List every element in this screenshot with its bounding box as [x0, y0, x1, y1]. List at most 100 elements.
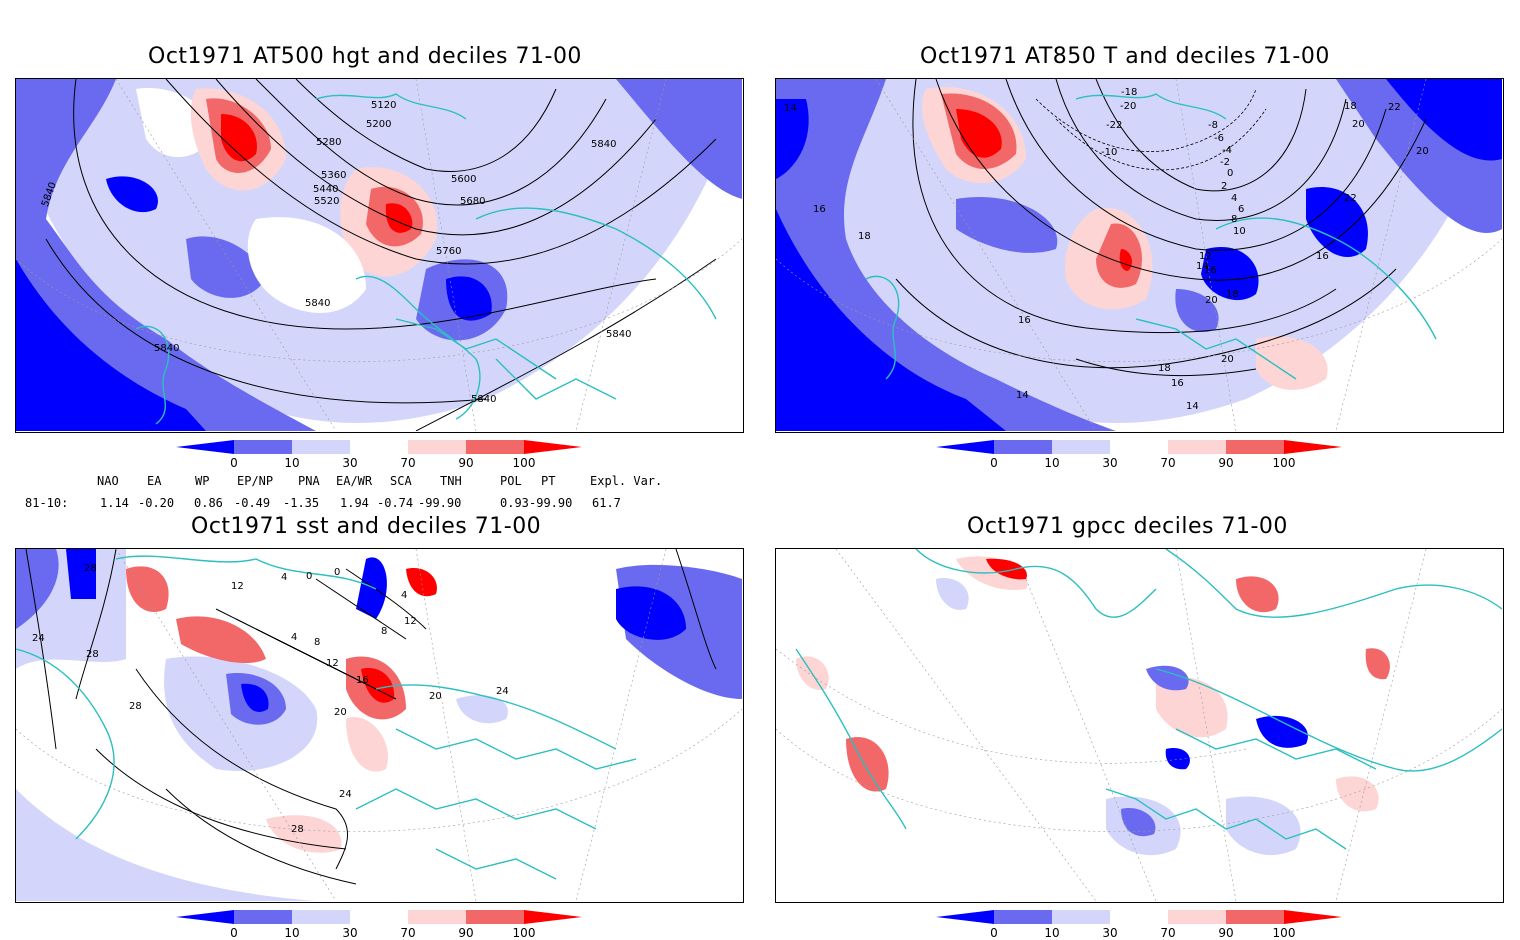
colorbar-svg: 0 10 30 70 90 100 — [936, 440, 1342, 470]
colorbar-swatch — [350, 440, 408, 454]
contour-label: -4 — [1222, 145, 1232, 156]
contour-label: 16 — [1171, 378, 1184, 389]
contour-label: 4 — [281, 572, 287, 583]
contour-label: 4 — [401, 590, 407, 601]
contour-label: 16 — [1018, 315, 1031, 326]
contour-label: 0 — [334, 567, 340, 578]
colorbar-tick-label: 100 — [1273, 456, 1296, 470]
contour-label: 20 — [429, 691, 442, 702]
colorbar-swatch — [292, 440, 350, 454]
contour-label: 16 — [1204, 265, 1217, 276]
contour-label: 12 — [326, 658, 339, 669]
index-value-eawr: 1.94 — [340, 496, 369, 510]
contour-label: 24 — [496, 686, 509, 697]
contour-label: 5200 — [366, 119, 391, 130]
index-value-nao: 1.14 — [100, 496, 129, 510]
contour-label: 6 — [1238, 204, 1244, 215]
colorbar-tick-label: 70 — [1160, 926, 1175, 940]
colorbar-t850: 0 10 30 70 90 100 — [936, 440, 1346, 470]
index-header: WP — [195, 474, 210, 488]
map-gpcc — [776, 549, 1502, 901]
panel-title-hgt500: Oct1971 AT500 hgt and deciles 71-00 — [148, 44, 582, 69]
colorbar-swatch — [408, 910, 466, 924]
colorbar-swatch — [1110, 910, 1168, 924]
colorbar-swatch — [176, 910, 234, 924]
map-sst: 28 24 28 28 12 4 0 0 4 8 12 16 20 24 20 … — [16, 549, 742, 901]
colorbar-swatch — [936, 910, 994, 924]
colorbar-tick-label: 30 — [342, 456, 357, 470]
contour-label: 5360 — [321, 170, 346, 181]
contour-label: 12 — [1199, 251, 1212, 262]
colorbar-swatch — [176, 440, 234, 454]
colorbar-swatch — [1110, 440, 1168, 454]
colorbar-swatch — [1052, 440, 1110, 454]
contour-label: 28 — [86, 649, 99, 660]
index-value-sca: -0.74 — [377, 496, 414, 510]
contour-label: 24 — [339, 789, 352, 800]
contour-label: 18 — [1158, 363, 1171, 374]
contour-label: -6 — [1214, 133, 1224, 144]
colorbar-tick-label: 90 — [458, 926, 473, 940]
contour-label: 14 — [1186, 401, 1199, 412]
index-value-ea: -0.20 — [138, 496, 175, 510]
map-panel-hgt500: 5120 5200 5280 5360 5440 5520 5600 5680 … — [15, 78, 744, 433]
colorbar-tick-label: 0 — [990, 456, 998, 470]
colorbar-swatch — [994, 910, 1052, 924]
contour-label: 22 — [1388, 102, 1401, 113]
colorbar-tick-label: 70 — [400, 926, 415, 940]
colorbar-swatch — [936, 440, 994, 454]
contour-label: 14 — [784, 103, 797, 114]
contour-label: -2 — [1220, 157, 1230, 168]
contour-label: 14 — [1196, 261, 1209, 272]
index-header: Expl. Var. — [590, 474, 663, 488]
contour-label: 8 — [381, 626, 387, 637]
colorbar-hgt500: 0 10 30 70 90 100 — [176, 440, 586, 470]
colorbar-tick-label: 100 — [513, 456, 536, 470]
colorbar-swatch — [524, 440, 582, 454]
map-t850: 14 16 18 -18 -20 -22 -10 -8 -6 -4 -2 0 2… — [776, 79, 1502, 431]
colorbar-swatch — [292, 910, 350, 924]
colorbar-tick-label: 90 — [1218, 926, 1233, 940]
colorbar-tick-label: 90 — [1218, 456, 1233, 470]
colorbar-swatch — [466, 910, 524, 924]
colorbar-tick-label: 0 — [990, 926, 998, 940]
index-row-label: 81-10: — [25, 496, 69, 510]
colorbar-swatch — [1284, 440, 1342, 454]
colorbar-swatch — [234, 440, 292, 454]
contour-label: 18 — [1226, 289, 1239, 300]
colorbar-tick-label: 30 — [1102, 926, 1117, 940]
index-value-tnh: -99.90 — [418, 496, 462, 510]
index-header: EP/NP — [237, 474, 274, 488]
panel-title-gpcc: Oct1971 gpcc deciles 71-00 — [967, 514, 1288, 539]
contour-label: 10 — [1233, 226, 1246, 237]
colorbar-tick-label: 70 — [400, 456, 415, 470]
colorbar-swatch — [350, 910, 408, 924]
contour-label: 0 — [306, 571, 312, 582]
colorbar-tick-label: 10 — [284, 456, 299, 470]
contour-label: 28 — [291, 824, 304, 835]
contour-label: 18 — [1344, 101, 1357, 112]
colorbar-swatch — [994, 440, 1052, 454]
colorbar-tick-label: 100 — [1273, 926, 1296, 940]
contour-label: 16 — [813, 204, 826, 215]
colorbar-svg: 0 10 30 70 90 100 — [176, 910, 582, 940]
colorbar-swatch — [1168, 910, 1226, 924]
colorbar-tick-label: 100 — [513, 926, 536, 940]
contour-labels-t850: 14 16 18 -18 -20 -22 -10 -8 -6 -4 -2 0 2… — [784, 87, 1429, 412]
panel-title-sst: Oct1971 sst and deciles 71-00 — [191, 514, 542, 539]
colorbar-tick-label: 0 — [230, 926, 238, 940]
contour-label: -8 — [1208, 120, 1218, 131]
contour-label: 5840 — [154, 343, 179, 354]
colorbar-sst: 0 10 30 70 90 100 — [176, 910, 586, 940]
contour-label: 20 — [1416, 146, 1429, 157]
contour-label: 8 — [314, 637, 320, 648]
contour-label: 20 — [1352, 119, 1365, 130]
contour-label: -22 — [1106, 120, 1122, 131]
contour-label: 5440 — [313, 184, 338, 195]
contour-label: 20 — [1221, 354, 1234, 365]
index-value-epnp: -0.49 — [234, 496, 271, 510]
index-header: PNA — [298, 474, 320, 488]
index-header: SCA — [390, 474, 412, 488]
contour-label: 16 — [356, 675, 369, 686]
contour-label: 4 — [1231, 193, 1237, 204]
